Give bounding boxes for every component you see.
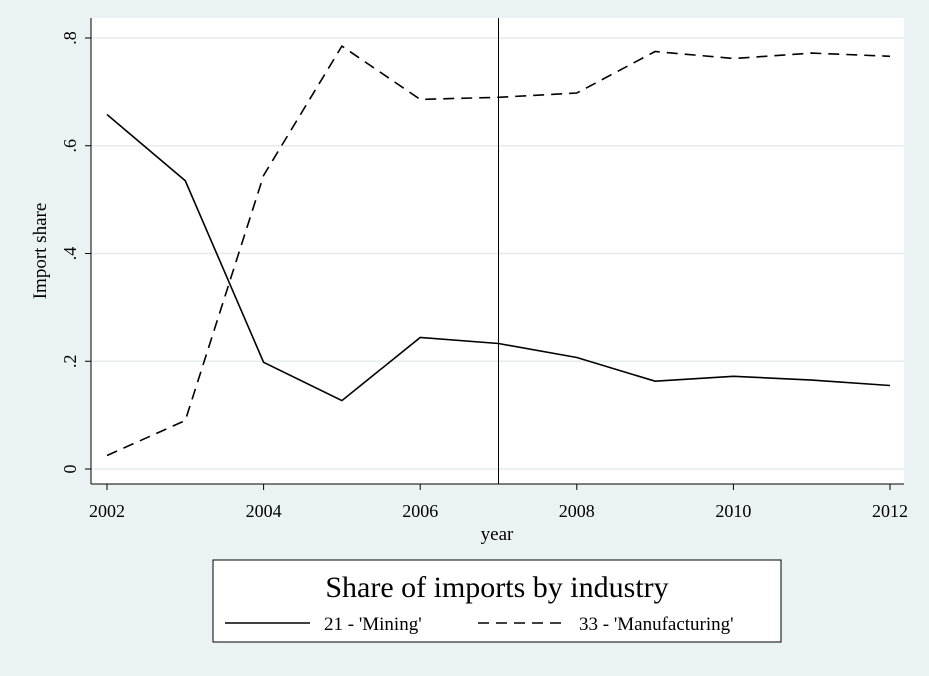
legend-box xyxy=(212,559,782,643)
y-tick-label: .2 xyxy=(60,355,80,369)
x-tick-label: 2002 xyxy=(89,501,125,521)
y-axis: 0 .2 .4 .6 .8 xyxy=(60,18,92,484)
x-tick-label: 2004 xyxy=(246,501,282,521)
y-axis-title: Import share xyxy=(30,203,51,300)
y-tick-label: .8 xyxy=(60,31,80,45)
x-tick-label: 2012 xyxy=(872,501,908,521)
y-tick-label: .6 xyxy=(60,139,80,153)
x-tick-label: 2006 xyxy=(402,501,438,521)
x-tick-label: 2008 xyxy=(559,501,595,521)
legend-label-manufacturing: 33 - 'Manufacturing' xyxy=(579,614,734,635)
x-axis: 2002 2004 2006 2008 2010 2012 xyxy=(89,483,908,521)
y-tick-label: .4 xyxy=(60,247,80,261)
legend-title: Share of imports by industry xyxy=(325,571,668,604)
y-tick-label: 0 xyxy=(60,465,80,474)
gridlines xyxy=(91,37,904,470)
legend-label-mining: 21 - 'Mining' xyxy=(324,614,422,635)
legend: Share of imports by industry 21 - 'Minin… xyxy=(212,559,782,643)
x-axis-title: year xyxy=(481,524,514,545)
x-tick-label: 2010 xyxy=(715,501,751,521)
plot-area xyxy=(91,18,904,484)
